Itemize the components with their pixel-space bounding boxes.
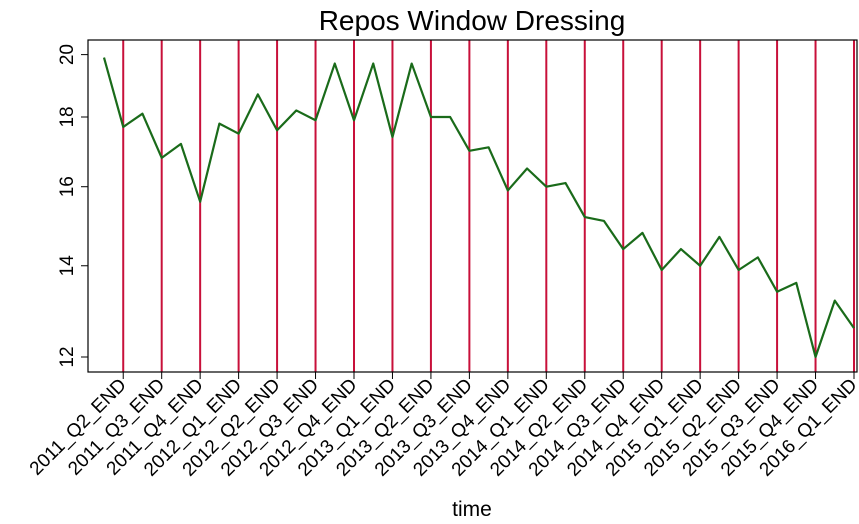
y-tick-label: 18 <box>57 106 78 127</box>
chart-title: Repos Window Dressing <box>319 5 626 36</box>
y-tick-label: 12 <box>57 346 78 367</box>
x-axis-label: time <box>452 498 492 521</box>
y-tick-label: 16 <box>57 176 78 197</box>
plot-frame <box>87 39 858 373</box>
y-tick-label: 14 <box>57 255 78 277</box>
y-tick-label: 20 <box>57 44 78 65</box>
data-line <box>102 57 855 359</box>
